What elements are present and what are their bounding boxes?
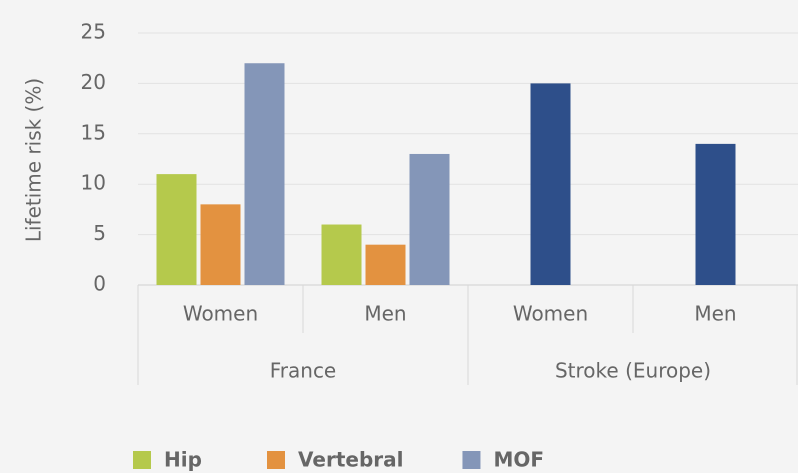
group-label: Stroke (Europe) bbox=[555, 359, 711, 383]
y-tick-label: 15 bbox=[81, 120, 106, 144]
bar bbox=[530, 83, 571, 286]
bar bbox=[365, 244, 406, 285]
bar bbox=[156, 174, 197, 285]
legend-swatch bbox=[133, 451, 151, 469]
legend-label: MOF bbox=[493, 448, 544, 472]
legend-label: Hip bbox=[164, 448, 202, 472]
group-label: France bbox=[270, 359, 337, 383]
legend-swatch bbox=[267, 451, 285, 469]
bar bbox=[409, 153, 450, 285]
bar bbox=[695, 143, 736, 285]
legend-label: Vertebral bbox=[298, 448, 403, 472]
bar bbox=[244, 63, 285, 285]
x-tick-label: Women bbox=[183, 302, 258, 326]
x-tick-label: Women bbox=[513, 302, 588, 326]
y-tick-label: 10 bbox=[81, 171, 106, 195]
x-tick-label: Men bbox=[694, 302, 736, 326]
y-tick-label: 0 bbox=[93, 272, 106, 296]
y-tick-label: 25 bbox=[81, 20, 106, 44]
bar bbox=[200, 204, 241, 285]
x-tick-label: Men bbox=[364, 302, 406, 326]
y-tick-label: 20 bbox=[81, 70, 106, 94]
y-axis-label: Lifetime risk (%) bbox=[22, 78, 46, 242]
y-tick-label: 5 bbox=[93, 221, 106, 245]
bar bbox=[321, 224, 362, 285]
legend-swatch bbox=[462, 451, 481, 469]
